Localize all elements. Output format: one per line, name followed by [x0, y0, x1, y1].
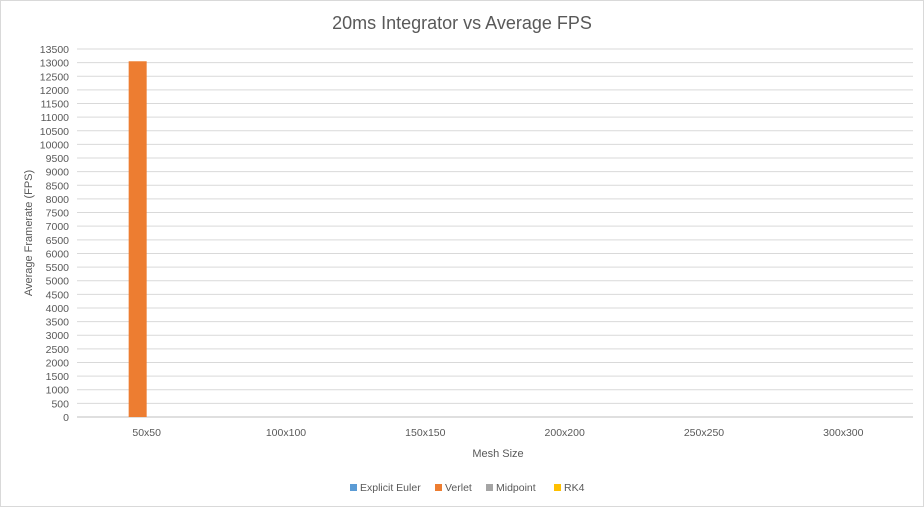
y-tick-label: 7500: [46, 208, 70, 220]
y-tick-label: 6500: [46, 235, 70, 247]
legend-item: Midpoint: [486, 482, 536, 494]
legend-label: Verlet: [445, 482, 472, 494]
y-tick-label: 0: [63, 412, 69, 424]
legend-item: RK4: [554, 482, 585, 494]
legend: Explicit Euler Verlet Midpoint RK4: [350, 482, 585, 494]
y-tick-label: 3500: [46, 317, 70, 329]
x-tick-label: 250x250: [684, 427, 724, 439]
y-tick-label: 13000: [40, 58, 69, 70]
y-tick-label: 12500: [40, 71, 69, 83]
y-tick-label: 8500: [46, 180, 70, 192]
y-tick-label: 6000: [46, 248, 70, 260]
legend-swatch: [435, 484, 442, 491]
x-tick-label: 300x300: [823, 427, 863, 439]
x-tick-label: 200x200: [545, 427, 585, 439]
legend-label: RK4: [564, 482, 585, 494]
legend-label: Explicit Euler: [360, 482, 421, 494]
y-axis-label: Average Framerate (FPS): [23, 170, 35, 296]
y-tick-label: 8000: [46, 194, 70, 206]
x-tick-label: 50x50: [132, 427, 161, 439]
x-tick-label: 150x150: [405, 427, 445, 439]
y-tick-label: 13500: [40, 44, 69, 56]
y-tick-label: 5500: [46, 262, 70, 274]
bar: [128, 61, 147, 418]
x-tick-label: 100x100: [266, 427, 306, 439]
y-tick-label: 5000: [46, 276, 70, 288]
y-tick-label: 11500: [41, 99, 70, 111]
y-tick-label: 10500: [40, 126, 69, 138]
y-tick-label: 9500: [46, 153, 70, 165]
y-tick-label: 11000: [41, 112, 70, 124]
x-tick-labels: 50x50 100x100 150x150 200x200 250x250 300x300: [132, 427, 863, 439]
y-tick-label: 3000: [46, 330, 70, 342]
legend-item: Verlet: [435, 482, 472, 494]
bar-layer: [128, 61, 147, 418]
legend-swatch: [486, 484, 493, 491]
legend-item: Explicit Euler: [350, 482, 421, 494]
y-tick-label: 1000: [46, 385, 70, 397]
legend-swatch: [554, 484, 561, 491]
y-tick-label: 7000: [46, 221, 70, 233]
y-tick-label: 4000: [46, 303, 70, 315]
legend-label: Midpoint: [496, 482, 536, 494]
y-tick-label: 4500: [46, 289, 70, 301]
y-tick-label: 12000: [40, 85, 69, 97]
y-tick-label: 1500: [46, 371, 70, 383]
y-tick-label: 2000: [46, 357, 70, 369]
y-tick-label: 500: [51, 398, 69, 410]
y-tick-label: 9000: [46, 167, 70, 179]
legend-swatch: [350, 484, 357, 491]
y-tick-label: 10000: [40, 139, 69, 151]
grid-layer: [77, 48, 913, 418]
x-axis-label: Mesh Size: [472, 448, 523, 460]
y-tick-label: 2500: [46, 344, 70, 356]
chart-title: 20ms Integrator vs Average FPS: [332, 13, 592, 33]
